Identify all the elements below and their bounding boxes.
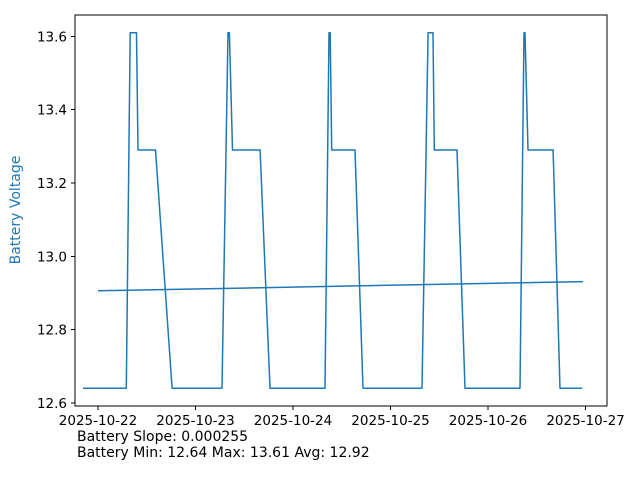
stats-block: Battery Slope: 0.000255 Battery Min: 12.…	[77, 429, 370, 461]
y-tick-label: 13.2	[37, 176, 67, 192]
stats-line-slope: Battery Slope: 0.000255	[77, 429, 249, 445]
x-tick-label: 2025-10-26	[449, 413, 527, 429]
y-tick-label: 12.6	[37, 396, 67, 412]
stats-line-minmax: Battery Min: 12.64 Max: 13.61 Avg: 12.92	[77, 445, 370, 461]
x-tick-label: 2025-10-27	[546, 413, 624, 429]
x-tick-label: 2025-10-24	[254, 413, 332, 429]
y-axis-label: Battery Voltage	[8, 155, 24, 265]
x-axis-ticks: 2025-10-22 2025-10-23 2025-10-24 2025-10-25…	[59, 406, 625, 429]
y-tick-label: 13.0	[37, 249, 67, 265]
y-tick-label: 12.8	[37, 323, 67, 339]
plot-series	[83, 32, 584, 389]
y-axis-ticks: 12.6 12.8 13.0 13.2 13.4 13.6	[37, 29, 75, 412]
plot-frame	[74, 14, 608, 407]
x-tick-label: 2025-10-25	[351, 413, 429, 429]
x-tick-label: 2025-10-23	[156, 413, 234, 429]
y-tick-label: 13.6	[37, 29, 67, 45]
trend-line-series	[97, 280, 584, 292]
x-tick-label: 2025-10-22	[59, 413, 137, 429]
y-tick-label: 13.4	[37, 103, 67, 119]
battery-voltage-series	[83, 32, 583, 389]
